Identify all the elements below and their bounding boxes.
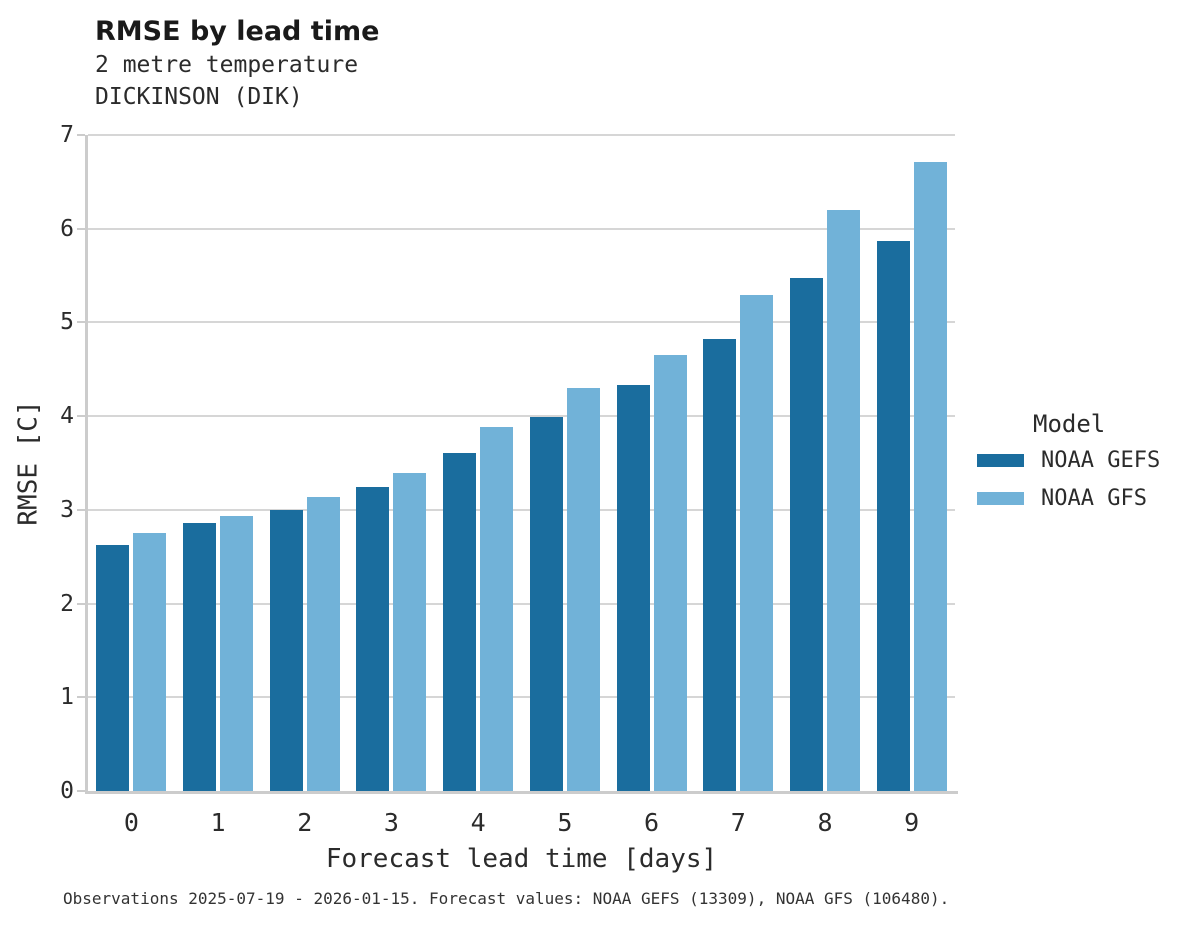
legend-swatch-icon	[977, 454, 1024, 467]
bar-noaa-gfs-day1	[220, 516, 254, 791]
legend-label: NOAA GFS	[1041, 486, 1147, 511]
y-tick-label-4: 4	[60, 403, 74, 430]
x-tick-label-8: 8	[817, 808, 833, 837]
y-tick-mark-7	[77, 134, 85, 136]
bar-noaa-gefs-day3	[356, 487, 390, 791]
gridline-y5	[88, 321, 955, 324]
bar-group-4	[435, 135, 522, 791]
bar-noaa-gefs-day5	[529, 417, 563, 791]
bar-group-6	[608, 135, 695, 791]
x-axis-tick-labels: 0 1 2 3 4 5 6 7 8 9	[88, 808, 955, 837]
bar-noaa-gfs-day6	[653, 355, 687, 791]
bar-group-8	[782, 135, 869, 791]
y-tick-label-7: 7	[60, 122, 74, 148]
y-tick-mark-5	[77, 321, 85, 324]
gridline-y3	[88, 508, 955, 511]
legend: Model NOAA GEFS NOAA GFS	[977, 410, 1189, 524]
y-tick-label-1: 1	[60, 684, 74, 711]
bar-noaa-gfs-day5	[566, 388, 600, 791]
chart-subtitle-station: DICKINSON (DIK)	[95, 84, 303, 110]
x-tick-label-6: 6	[644, 808, 660, 837]
legend-item-noaa-gefs: NOAA GEFS	[977, 448, 1189, 473]
bar-noaa-gefs-day6	[616, 385, 650, 791]
bar-group-3	[348, 135, 435, 791]
bar-noaa-gefs-day1	[183, 522, 217, 791]
x-tick-label-2: 2	[297, 808, 313, 837]
gridline-y2	[88, 602, 955, 605]
x-axis-spine	[85, 791, 958, 794]
x-tick-label-3: 3	[383, 808, 399, 837]
bar-noaa-gfs-day0	[133, 533, 167, 791]
legend-label: NOAA GEFS	[1041, 448, 1161, 473]
bar-groups	[88, 135, 955, 791]
y-axis-spine	[85, 135, 88, 794]
y-tick-mark-3	[77, 508, 85, 511]
plot-area	[88, 134, 955, 791]
x-axis-title: Forecast lead time [days]	[325, 844, 718, 874]
legend-title: Model	[1033, 410, 1106, 438]
chart-title: RMSE by lead time	[95, 16, 380, 47]
legend-item-noaa-gfs: NOAA GFS	[977, 486, 1189, 511]
gridline-y4	[88, 415, 955, 418]
bar-noaa-gfs-day9	[913, 162, 947, 791]
y-tick-label-6: 6	[60, 215, 74, 242]
bar-noaa-gefs-day9	[876, 240, 910, 791]
y-tick-mark-2	[77, 602, 85, 605]
y-tick-label-3: 3	[60, 496, 74, 523]
bar-noaa-gfs-day8	[826, 209, 860, 791]
bar-noaa-gefs-day4	[443, 452, 477, 791]
y-tick-label-2: 2	[60, 590, 74, 617]
chart-subtitle-variable: 2 metre temperature	[95, 52, 359, 78]
gridline-y7	[88, 134, 955, 136]
bar-noaa-gfs-day2	[306, 496, 340, 791]
bar-group-9	[868, 135, 955, 791]
bar-noaa-gefs-day8	[789, 278, 823, 791]
y-tick-label-5: 5	[60, 309, 74, 336]
gridline-y1	[88, 696, 955, 699]
y-tick-mark-4	[77, 415, 85, 418]
x-tick-label-7: 7	[730, 808, 746, 837]
bar-noaa-gfs-day7	[740, 295, 774, 791]
y-tick-mark-0	[77, 790, 85, 792]
bar-group-0	[88, 135, 175, 791]
bar-group-7	[695, 135, 782, 791]
bar-group-1	[175, 135, 262, 791]
x-tick-label-1: 1	[210, 808, 226, 837]
x-tick-label-9: 9	[904, 808, 920, 837]
footnote-caption: Observations 2025-07-19 - 2026-01-15. Fo…	[63, 889, 950, 908]
bar-noaa-gfs-day4	[480, 427, 514, 791]
x-tick-label-5: 5	[557, 808, 573, 837]
bar-noaa-gefs-day2	[269, 509, 303, 791]
legend-swatch-icon	[977, 492, 1024, 505]
bar-noaa-gfs-day3	[393, 473, 427, 791]
x-tick-label-0: 0	[123, 808, 139, 837]
y-axis-title: RMSE [C]	[0, 330, 58, 596]
y-tick-mark-1	[77, 696, 85, 699]
x-tick-label-4: 4	[470, 808, 486, 837]
y-tick-mark-6	[77, 227, 85, 230]
bar-group-5	[522, 135, 609, 791]
y-tick-label-0: 0	[60, 778, 74, 804]
gridline-y6	[88, 227, 955, 230]
bar-group-2	[261, 135, 348, 791]
bar-noaa-gefs-day7	[703, 339, 737, 791]
y-axis-title-text: RMSE [C]	[14, 400, 45, 526]
bar-noaa-gefs-day0	[96, 545, 130, 791]
